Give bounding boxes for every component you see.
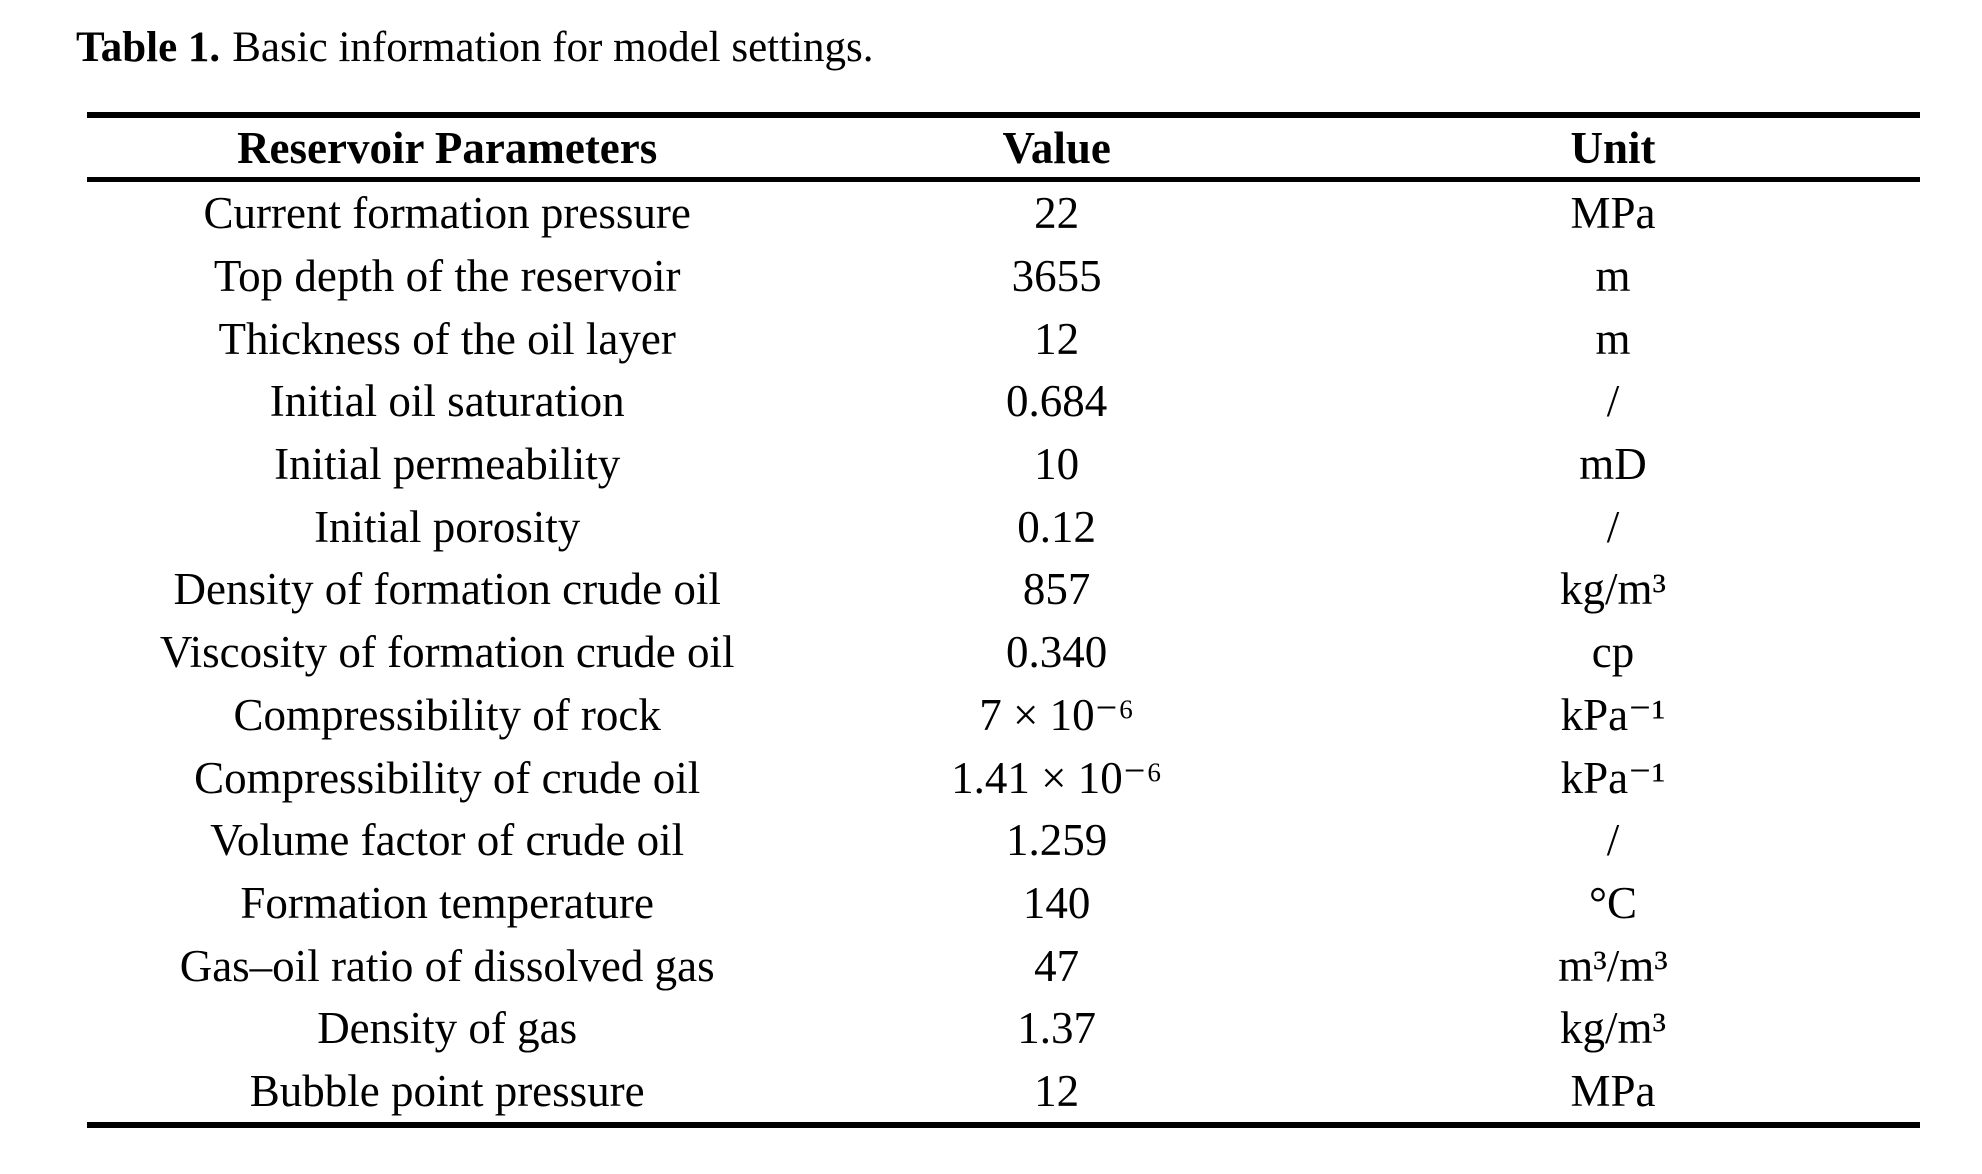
table-row: Gas–oil ratio of dissolved gas 47 m³/m³	[87, 934, 1920, 997]
table-row: Initial porosity 0.12 /	[87, 495, 1920, 558]
value-cell: 10	[1034, 439, 1080, 490]
unit-cell: kg/m³	[1559, 1003, 1666, 1054]
parameter-cell: Thickness of the oil layer	[218, 313, 676, 364]
value-cell: 0.684	[1006, 376, 1108, 427]
value-cell: 47	[1034, 940, 1080, 991]
table-row: Density of gas 1.37 kg/m³	[87, 997, 1920, 1060]
unit-cell: mD	[1579, 439, 1647, 490]
unit-cell: m³/m³	[1558, 940, 1668, 991]
table-row: Viscosity of formation crude oil 0.340 c…	[87, 621, 1920, 684]
table-row: Current formation pressure 22 MPa	[87, 180, 1920, 245]
parameter-cell: Density of gas	[317, 1003, 578, 1054]
table-row: Density of formation crude oil 857 kg/m³	[87, 558, 1920, 621]
table-row: Thickness of the oil layer 12 m	[87, 307, 1920, 370]
value-cell: 0.12	[1017, 501, 1097, 552]
table-row: Bubble point pressure 12 MPa	[87, 1060, 1920, 1126]
table-caption-text: Basic information for model settings.	[232, 24, 874, 71]
col-header-parameter: Reservoir Parameters	[87, 115, 808, 182]
value-cell: 12	[1034, 1065, 1080, 1116]
table-row: Compressibility of rock 7 × 10⁻⁶ kPa⁻¹	[87, 684, 1920, 747]
unit-cell: /	[1606, 376, 1620, 427]
value-cell: 1.41 × 10⁻⁶	[951, 753, 1163, 804]
table-caption: Table 1. Basic information for model sett…	[76, 22, 874, 74]
parameter-cell: Compressibility of rock	[233, 689, 661, 740]
unit-cell: /	[1606, 501, 1620, 552]
table-row: Formation temperature 140 °C	[87, 872, 1920, 935]
value-cell: 1.259	[1006, 815, 1108, 866]
table-row: Initial oil saturation 0.684 /	[87, 370, 1920, 433]
unit-cell: MPa	[1570, 188, 1656, 239]
header-row: Reservoir Parameters Value Unit	[87, 115, 1920, 182]
reservoir-parameters-table: Reservoir Parameters Value Unit Current …	[87, 112, 1920, 1129]
parameter-cell: Initial permeability	[274, 439, 621, 490]
unit-cell: kg/m³	[1559, 564, 1666, 615]
parameter-cell: Bubble point pressure	[249, 1065, 645, 1116]
value-cell: 857	[1022, 564, 1091, 615]
parameter-cell: Gas–oil ratio of dissolved gas	[179, 940, 715, 991]
unit-cell: kPa⁻¹	[1560, 690, 1666, 741]
unit-cell: /	[1606, 815, 1620, 866]
value-cell: 7 × 10⁻⁶	[979, 690, 1135, 741]
unit-cell: °C	[1588, 877, 1637, 928]
value-cell: 140	[1022, 877, 1091, 928]
unit-cell: kPa⁻¹	[1560, 753, 1666, 804]
parameter-cell: Viscosity of formation crude oil	[159, 627, 735, 678]
table-caption-label: Table 1.	[76, 24, 221, 71]
table-row: Top depth of the reservoir 3655 m	[87, 245, 1920, 308]
parameter-cell: Top depth of the reservoir	[213, 251, 681, 302]
table-row: Initial permeability 10 mD	[87, 433, 1920, 496]
parameter-cell: Initial porosity	[314, 501, 581, 552]
table-row: Volume factor of crude oil 1.259 /	[87, 809, 1920, 872]
value-cell: 12	[1034, 313, 1080, 364]
value-cell: 22	[1034, 188, 1080, 239]
parameter-cell: Initial oil saturation	[269, 376, 625, 427]
parameter-cell: Density of formation crude oil	[173, 564, 721, 615]
value-cell: 1.37	[1017, 1003, 1097, 1054]
parameter-cell: Volume factor of crude oil	[210, 815, 685, 866]
col-header-value: Value	[807, 115, 1306, 182]
value-cell: 0.340	[1006, 627, 1108, 678]
unit-cell: m	[1595, 313, 1631, 364]
parameter-cell: Formation temperature	[240, 877, 654, 928]
table-row: Compressibility of crude oil 1.41 × 10⁻⁶…	[87, 746, 1920, 809]
parameter-cell: Current formation pressure	[203, 188, 691, 239]
unit-cell: MPa	[1570, 1065, 1656, 1116]
unit-cell: cp	[1591, 627, 1635, 678]
unit-cell: m	[1595, 251, 1631, 302]
value-cell: 3655	[1011, 251, 1102, 302]
col-header-unit: Unit	[1305, 115, 1920, 182]
parameter-cell: Compressibility of crude oil	[194, 752, 701, 803]
